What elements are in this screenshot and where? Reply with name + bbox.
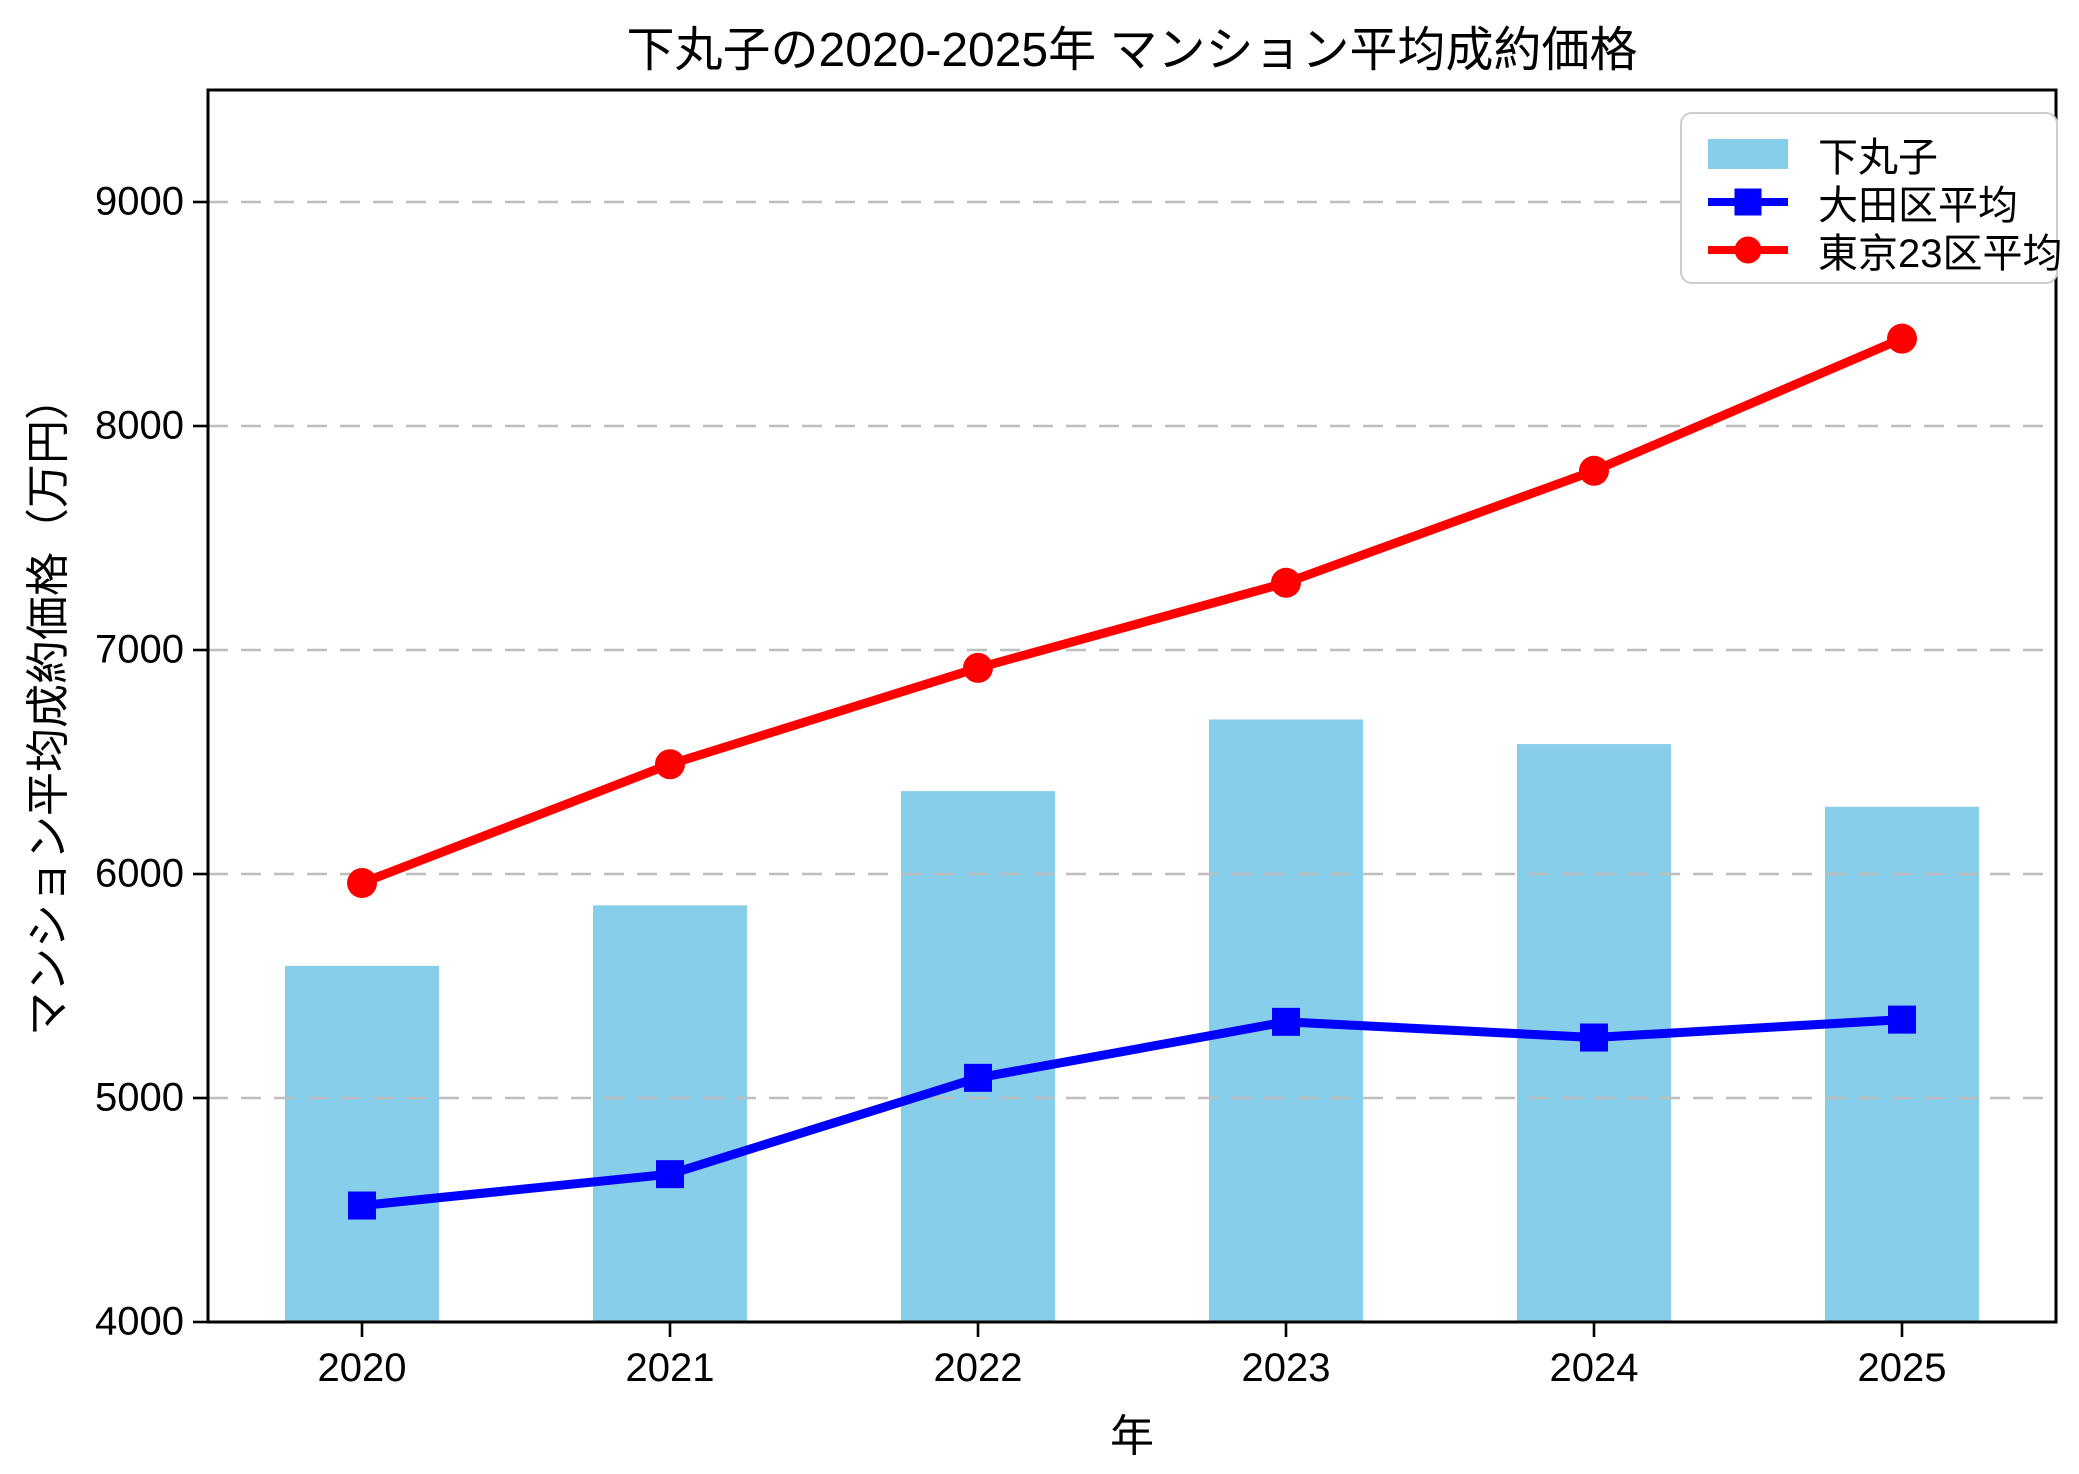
circle-marker	[347, 867, 377, 898]
line-series-東京23区平均	[347, 323, 1917, 898]
legend-line-swatch	[1708, 185, 1788, 219]
square-marker	[656, 1160, 684, 1189]
series-line	[360, 334, 1904, 888]
square-marker	[1580, 1023, 1608, 1052]
square-marker	[1888, 1005, 1916, 1034]
x-tick-label: 2020	[317, 1346, 407, 1390]
y-tick-label: 9000	[95, 179, 184, 224]
y-tick-label: 4000	[95, 1299, 184, 1344]
square-marker	[1272, 1007, 1300, 1036]
circle-marker-icon	[1734, 236, 1762, 264]
square-marker	[964, 1063, 992, 1092]
bar	[593, 905, 747, 1322]
y-axis-label: マンション平均成約価格（万円）	[24, 376, 73, 1036]
plot-frame	[206, 88, 2058, 1324]
bar	[285, 965, 439, 1322]
x-axis-label: 年	[1110, 1412, 1154, 1461]
x-tick-label: 2022	[933, 1346, 1023, 1390]
circle-marker	[1579, 455, 1609, 486]
line-series-大田区平均	[348, 1005, 1916, 1220]
legend-label: 東京23区平均	[1818, 232, 2063, 276]
x-tick-label: 2021	[625, 1346, 715, 1390]
legend-bar-swatch	[1708, 137, 1788, 171]
axis-ticks	[193, 200, 1904, 1337]
y-tick-label: 6000	[95, 851, 184, 896]
y-tick-label: 7000	[95, 627, 184, 672]
bar-patch	[1708, 139, 1788, 169]
circle-marker	[1887, 323, 1917, 354]
x-tick-label: 2023	[1241, 1346, 1331, 1390]
bar-series-下丸子	[285, 719, 1979, 1322]
chart-title: 下丸子の2020-2025年 マンション平均成約価格	[626, 24, 1638, 77]
y-tick-label: 5000	[95, 1075, 184, 1120]
legend-item: 下丸子	[1708, 130, 2030, 180]
circle-marker	[655, 749, 685, 780]
bar	[1825, 806, 1979, 1322]
square-marker	[348, 1191, 376, 1220]
legend-item: 東京23区平均	[1708, 226, 2063, 276]
circle-marker	[1271, 567, 1301, 598]
legend: 下丸子 大田区平均 東京23区平均	[1680, 112, 2063, 284]
bar	[901, 791, 1055, 1322]
square-marker-icon	[1734, 188, 1762, 216]
y-tick-label: 8000	[95, 403, 184, 448]
x-tick-label: 2024	[1549, 1346, 1639, 1390]
x-tick-label: 2025	[1857, 1346, 1947, 1390]
grid-lines	[208, 200, 2056, 1100]
legend-label: 下丸子	[1818, 136, 1938, 180]
legend-label: 大田区平均	[1818, 184, 2018, 228]
circle-marker	[963, 652, 993, 683]
series-line	[361, 1015, 1903, 1210]
legend-item: 大田区平均	[1708, 178, 2030, 228]
legend-line-swatch	[1708, 233, 1788, 267]
